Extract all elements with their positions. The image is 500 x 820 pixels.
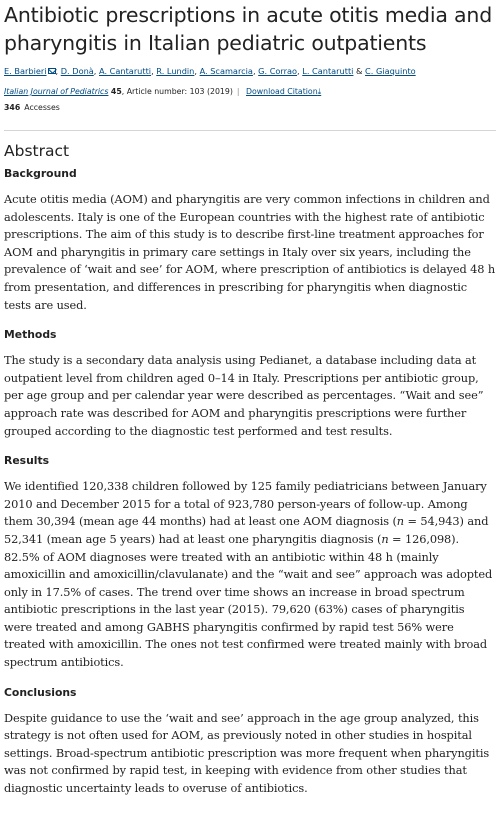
journal-link[interactable]: Italian Journal of Pediatrics [4, 87, 109, 96]
envelope-icon[interactable] [47, 68, 56, 74]
accesses-count: 346 [4, 103, 21, 112]
article-number: , Article number: 103 (2019) [121, 87, 233, 96]
background-section: Background Acute otitis media (AOM) and … [4, 167, 496, 314]
author-link[interactable]: A. Cantarutti [99, 66, 152, 76]
section-divider [4, 130, 496, 131]
results-text-part: = 54,943) and 52,341 (mean age 5 years) … [4, 514, 489, 546]
abstract-heading: Abstract [4, 142, 70, 160]
results-text-part: = 126,098). 82.5% of AOM diagnoses were … [4, 531, 493, 670]
download-citation-label: Download Citation [246, 87, 318, 96]
methods-text: The study is a secondary data analysis u… [4, 353, 484, 438]
author-list: E. Barbieri, D. Donà, A. Cantarutti, R. … [4, 66, 416, 76]
author-link[interactable]: A. Scamarcia [199, 66, 253, 76]
results-section: Results We identified 120,338 children f… [4, 454, 496, 672]
conclusions-heading: Conclusions [4, 685, 77, 699]
author-link[interactable]: L. Cantarutti [302, 66, 354, 76]
n-symbol: n [396, 514, 404, 529]
author-link[interactable]: D. Donà [60, 66, 94, 76]
results-heading: Results [4, 454, 50, 468]
conclusions-section: Conclusions Despite guidance to use the … [4, 686, 496, 798]
divider: | [236, 87, 240, 96]
author-link[interactable]: E. Barbieri [4, 66, 47, 76]
n-symbol: n [381, 531, 389, 546]
author-link[interactable]: C. Giaquinto [365, 66, 416, 76]
conclusions-text: Despite guidance to use the ‘wait and se… [4, 710, 490, 796]
background-heading: Background [4, 167, 77, 180]
article-title: Antibiotic prescriptions in acute otitis… [4, 3, 493, 55]
download-arrow-icon: ⤓ [317, 87, 322, 96]
author-link[interactable]: R. Lundin [156, 66, 195, 76]
results-text-part: We identified 120,338 children followed … [4, 479, 487, 529]
author-link[interactable]: G. Corrao [258, 66, 298, 76]
methods-heading: Methods [4, 328, 57, 342]
methods-section: Methods The study is a secondary data an… [4, 328, 496, 440]
volume-number: 45 [110, 87, 122, 96]
citation-line: Italian Journal of Pediatrics 45, Articl… [4, 86, 496, 98]
article-metrics: 346 Accesses [4, 102, 496, 114]
download-citation-link[interactable]: Download Citation⤓ [246, 87, 321, 96]
accesses-label: Accesses [24, 103, 60, 112]
background-text: Acute otitis media (AOM) and pharyngitis… [4, 192, 496, 312]
results-text: We identified 120,338 children followed … [4, 478, 496, 672]
